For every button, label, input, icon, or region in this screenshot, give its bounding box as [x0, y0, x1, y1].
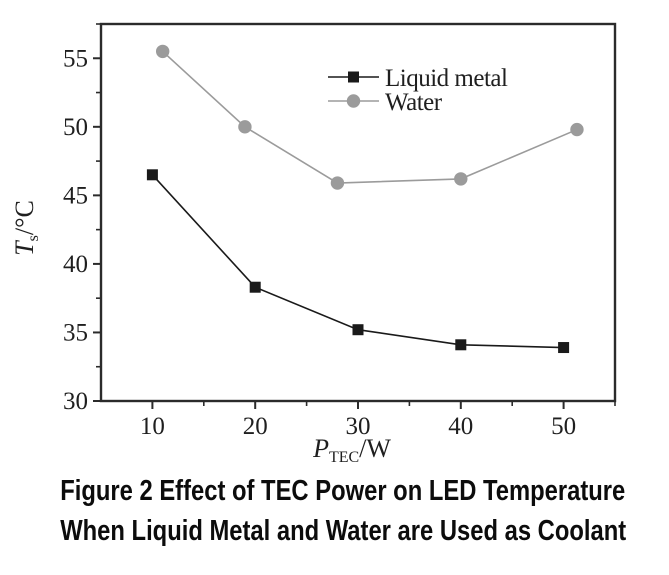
x-tick-label: 50 [551, 413, 576, 440]
x-tick-label: 30 [346, 413, 371, 440]
data-point-circle [330, 176, 345, 190]
y-tick-label: 45 [63, 182, 88, 209]
data-point-circle [238, 120, 252, 134]
series-line-water [162, 50, 578, 184]
plot-frame [99, 22, 617, 403]
y-tick-label: 40 [63, 251, 88, 278]
series-line-liquid-metal [151, 174, 564, 349]
x-tick-label: 20 [243, 413, 268, 440]
y-tick-label: 50 [63, 114, 88, 141]
data-point-circle [155, 44, 170, 59]
data-point-square [455, 339, 467, 351]
x-tick-label: 10 [140, 413, 165, 440]
legend-label: Liquid metal [385, 65, 508, 92]
legend-label: Water [385, 89, 443, 116]
data-point-circle [570, 122, 584, 137]
x-axis-label: PTEC/W [312, 434, 391, 466]
y-tick-label: 30 [63, 388, 88, 415]
caption-line-1: Figure 2 Effect of TEC Power on LED Temp… [60, 475, 626, 507]
y-tick-label: 55 [63, 45, 88, 72]
data-point-square [146, 169, 158, 181]
y-axis-label: Ts/°C [10, 200, 42, 256]
temperature-chart: 10 20 30 40 50 30 35 40 45 50 55 Liquid metal Water P… [10, 22, 617, 466]
data-point-circle [454, 172, 468, 186]
figure-caption: Figure 2 Effect of TEC Power on LED Temp… [0, 471, 669, 551]
data-point-square [558, 342, 570, 354]
data-point-square [352, 324, 364, 336]
x-tick-label: 40 [448, 413, 473, 440]
caption-line-2: When Liquid Metal and Water are Used as … [60, 515, 627, 547]
legend-marker-circle [346, 94, 361, 108]
data-point-square [249, 281, 261, 293]
legend-marker-square [348, 71, 359, 83]
y-tick-label: 35 [63, 319, 88, 346]
